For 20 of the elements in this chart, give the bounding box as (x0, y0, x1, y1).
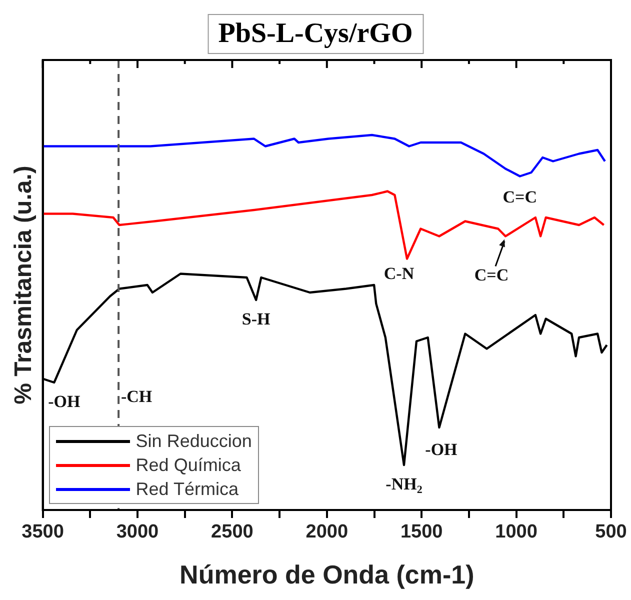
x-tick-label: 3000 (116, 522, 159, 543)
y-axis-title: % Trasmitancia (u.a.) (10, 166, 38, 404)
x-tick-label: 500 (595, 522, 627, 543)
x-axis-title: Número de Onda (cm-1) (180, 560, 474, 590)
annotation: -OH (48, 392, 80, 411)
x-tick-label: 1000 (495, 522, 538, 543)
x-tick-label: 1500 (400, 522, 443, 543)
annotation: C=C (502, 188, 538, 207)
annotation: C=C (474, 266, 509, 285)
annotation: S-H (242, 309, 270, 328)
chart-title: PbS-L-Cys/rGO (207, 14, 424, 54)
legend-label: Red Térmica (136, 478, 238, 500)
annotation: -CH (120, 386, 152, 406)
x-tick-label: 2500 (211, 522, 254, 543)
x-tick-label: 3500 (22, 522, 64, 543)
annotation: -OH (425, 440, 458, 459)
legend-label: Red Química (136, 454, 241, 476)
annotation: C-N (384, 264, 415, 284)
legend-label: Sin Reduccion (136, 430, 252, 452)
x-tick-label: 2000 (306, 522, 348, 543)
